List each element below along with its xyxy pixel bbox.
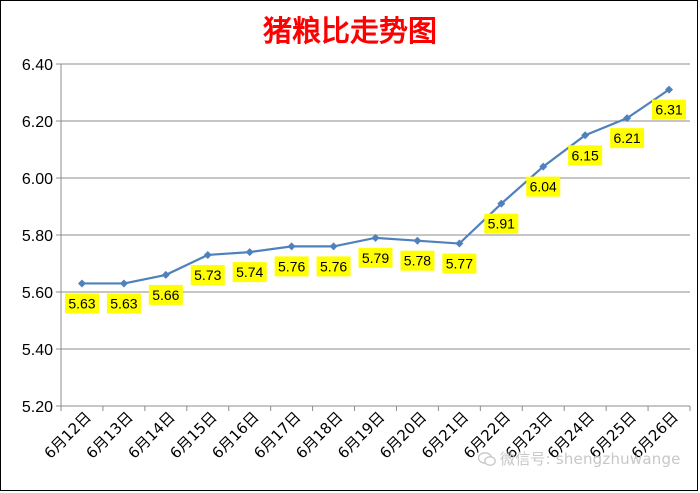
data-label: 5.63: [106, 293, 141, 314]
data-label-bg: [484, 213, 519, 234]
data-label-bg: [610, 128, 645, 149]
data-label: 5.76: [274, 256, 309, 277]
data-label-bg: [274, 256, 309, 277]
data-label: 6.04: [526, 176, 561, 197]
y-tick-label: 5.60: [22, 285, 53, 302]
y-tick-label: 6.00: [22, 171, 53, 188]
data-label: 6.21: [610, 128, 645, 149]
data-label-bg: [190, 264, 225, 285]
data-label: 5.77: [442, 253, 477, 274]
data-label-text: 5.79: [362, 250, 389, 266]
data-label-bg: [358, 247, 393, 268]
data-label: 5.73: [190, 264, 225, 285]
y-tick-label: 5.20: [22, 399, 53, 416]
data-label-bg: [316, 256, 351, 277]
data-label-text: 5.76: [278, 258, 305, 274]
y-tick-label: 5.40: [22, 342, 53, 359]
data-label-text: 6.31: [655, 102, 682, 118]
data-point: [203, 250, 212, 259]
data-label-text: 5.63: [110, 295, 137, 311]
data-point: [623, 114, 632, 123]
gridlines: [61, 63, 690, 350]
data-label: 5.74: [232, 262, 267, 283]
data-point: [455, 239, 464, 248]
data-label-bg: [526, 176, 561, 197]
data-label-text: 5.74: [236, 264, 263, 280]
data-label: 6.31: [652, 99, 687, 120]
data-point: [161, 270, 170, 279]
data-label-text: 5.76: [320, 258, 347, 274]
data-label-bg: [232, 262, 267, 283]
y-tick-label: 5.80: [22, 228, 53, 245]
data-label-bg: [106, 293, 141, 314]
axes: [56, 63, 691, 411]
data-point: [245, 248, 254, 257]
y-tick-labels: 5.20 5.40 5.60 5.80 6.00 6.20 6.40: [22, 57, 53, 416]
data-point: [119, 279, 128, 288]
data-label: 5.63: [64, 293, 99, 314]
watermark: 微信号: shengzhuwange: [478, 448, 681, 469]
data-label-text: 5.73: [194, 267, 221, 283]
data-label: 6.15: [568, 145, 603, 166]
data-label: 5.76: [316, 256, 351, 277]
data-label: 5.91: [484, 213, 519, 234]
chart-title: 猪粮比走势图: [262, 14, 437, 48]
data-label-text: 6.21: [613, 130, 640, 146]
data-label-bg: [652, 99, 687, 120]
data-label-text: 6.15: [572, 147, 599, 163]
data-label-bg: [568, 145, 603, 166]
data-label: 5.66: [148, 284, 183, 305]
data-label: 5.78: [400, 250, 435, 271]
wechat-icon: [478, 452, 496, 466]
watermark-text: 微信号: shengzhuwange: [500, 450, 681, 468]
data-point: [665, 85, 674, 94]
data-point: [539, 162, 548, 171]
data-label-text: 5.91: [488, 216, 515, 232]
data-point: [329, 242, 338, 251]
data-labels: 5.63 5.63 5.66 5.73 5.74 5.76 5.76 5.79 5.78 5.77…: [64, 99, 687, 314]
data-label-bg: [400, 250, 435, 271]
data-label-bg: [148, 284, 183, 305]
data-point: [413, 236, 422, 245]
data-label: 5.79: [358, 247, 393, 268]
data-label-bg: [442, 253, 477, 274]
y-tick-label: 6.20: [22, 114, 53, 131]
data-point: [371, 233, 380, 242]
data-point: [287, 242, 296, 251]
data-label-text: 5.77: [446, 256, 473, 272]
data-point: [77, 279, 86, 288]
data-label-text: 5.63: [68, 295, 95, 311]
data-label-text: 6.04: [530, 179, 557, 195]
y-tick-label: 6.40: [22, 57, 53, 74]
data-point: [497, 199, 506, 208]
data-label-text: 5.66: [152, 287, 179, 303]
data-point: [581, 131, 590, 140]
data-label-text: 5.78: [404, 253, 431, 269]
data-label-bg: [64, 293, 99, 314]
